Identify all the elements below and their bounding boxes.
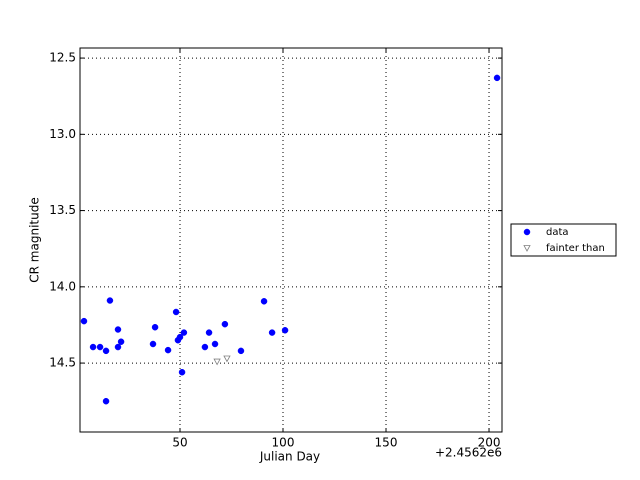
y-tick-label: 14.0 [49,279,76,293]
x-axis-label: Julian Day [259,450,320,464]
point [201,343,209,351]
marks [80,48,502,432]
y-tick-label: 13.0 [49,127,76,141]
point [260,298,268,305]
point [237,347,245,355]
point [223,355,231,363]
point [80,317,88,325]
point [149,340,157,348]
legend-label: fainter than [546,243,605,254]
x-tick-label: 150 [375,436,398,450]
y-tick-label: 13.5 [49,203,76,217]
point [176,333,184,341]
legend-marker [523,228,531,236]
y-axis-label: CR magnitude [28,197,42,282]
point [221,320,229,328]
point [106,297,114,304]
point [117,338,125,345]
point [172,308,180,316]
x-tick-label: 50 [172,436,187,450]
x-tick-label: 200 [478,436,501,450]
point [281,327,289,334]
point [151,323,159,331]
y-tick-label: 14.5 [49,356,76,370]
point [268,329,276,336]
point [493,74,501,82]
point [213,358,221,366]
point [178,368,186,376]
plot-area [80,48,502,432]
point [96,343,104,351]
point [102,397,110,405]
point [89,343,97,351]
point [114,326,122,333]
x-tick-label: 100 [272,436,295,450]
legend: data fainter than [510,223,617,257]
point [114,343,122,351]
point [102,347,110,355]
legend-marker [523,245,531,252]
point [180,329,188,336]
y-tick-label: 12.5 [49,51,76,65]
point [211,340,219,348]
plot-frame [79,47,503,433]
offset-text: +2.4562e6 [435,446,502,460]
point [205,329,213,336]
point [164,346,172,354]
legend-label: data [546,227,569,238]
